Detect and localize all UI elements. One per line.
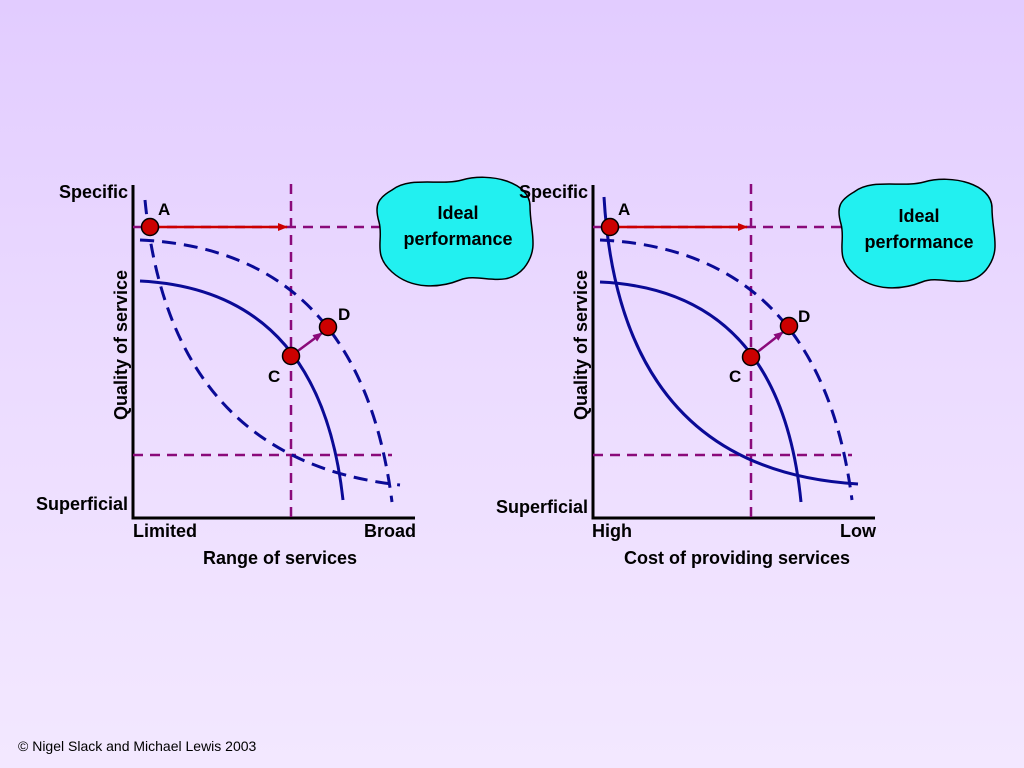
left-y-bottom-label: Superficial [36,494,128,514]
right-point-c [741,347,761,367]
right-cloud-line2: performance [864,232,973,252]
left-curve-dashed-outer [139,238,394,503]
left-x-right-label: Broad [364,521,416,541]
right-point-a [600,217,620,237]
left-curve-dashed-inner [143,199,401,487]
left-point-d [318,317,338,337]
left-panel: Specific Superficial Quality of service … [36,176,534,568]
left-point-c-label: C [268,367,280,386]
right-panel: Specific Superficial Quality of service … [496,178,996,568]
left-x-axis-title: Range of services [203,548,357,568]
right-curve-solid [599,280,803,503]
left-point-c [281,346,301,366]
right-curve-cost [602,196,859,486]
left-point-a-label: A [158,200,170,219]
right-y-top-label: Specific [519,182,588,202]
right-point-c-label: C [729,367,741,386]
left-cloud-line2: performance [403,229,512,249]
right-y-axis-title: Quality of service [571,270,591,420]
right-cloud-line1: Ideal [898,206,939,226]
left-point-a [140,217,160,237]
left-curve-solid [139,279,345,501]
left-axes [131,185,415,520]
right-point-d [779,316,799,336]
right-curve-dashed [599,238,854,501]
left-ideal-cloud [376,176,534,287]
left-y-top-label: Specific [59,182,128,202]
right-y-bottom-label: Superficial [496,497,588,517]
right-ideal-cloud [838,178,996,289]
left-y-axis-title: Quality of service [111,270,131,420]
right-point-d-label: D [798,307,810,326]
right-x-axis-title: Cost of providing services [624,548,850,568]
right-axes [591,185,875,520]
left-x-left-label: Limited [133,521,197,541]
left-cloud-line1: Ideal [437,203,478,223]
right-x-left-label: High [592,521,632,541]
left-point-d-label: D [338,305,350,324]
copyright-notice: © Nigel Slack and Michael Lewis 2003 [18,738,257,754]
right-x-right-label: Low [840,521,877,541]
right-point-a-label: A [618,200,630,219]
